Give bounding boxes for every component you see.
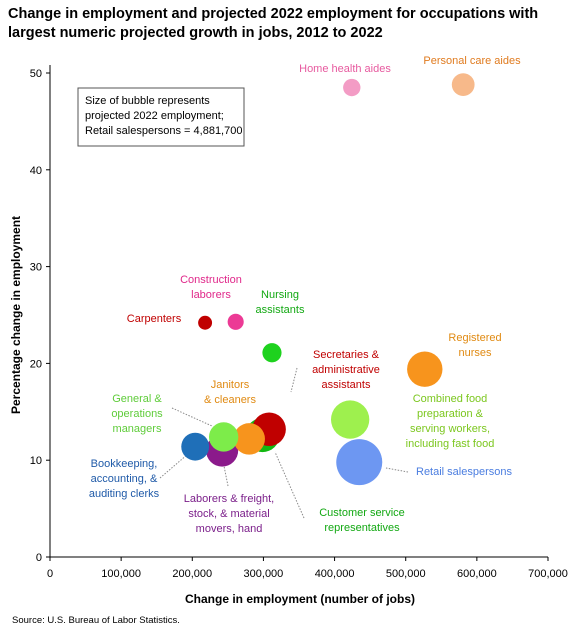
chart-title-line: largest numeric projected growth in jobs… [8,25,383,41]
y-tick-label: 0 [36,552,42,564]
bubble [208,422,239,452]
bubble-label: Bookkeeping, accounting, & auditing clerks [89,458,160,500]
y-tick-label: 50 [30,68,42,80]
note-line: projected 2022 employment; [85,110,224,122]
y-tick-label: 20 [30,358,42,370]
x-tick-label: 200,000 [172,568,212,580]
bubble-label: Home health aides [299,63,391,75]
bubble [330,400,370,439]
bubble [407,351,443,387]
leader-line [274,451,305,519]
leader-line [159,453,189,479]
note-line: Retail salespersons = 4,881,700 [85,125,242,137]
bubble-label: Laborers & freight, stock, & material move… [184,493,275,535]
bubble-label: Registered nurses [448,332,501,359]
x-tick-label: 300,000 [244,568,284,580]
bubble-label: General & operations managers [111,393,163,435]
bubble [181,432,210,461]
y-tick-label: 40 [30,165,42,177]
x-tick-label: 600,000 [457,568,497,580]
bubble [227,313,244,330]
bubble [451,73,475,96]
bubble-label: Retail salespersons [416,466,512,478]
leader-lines [159,367,409,519]
bubbles [181,73,475,486]
bubble [343,78,361,97]
note-line: Size of bubble represents [85,95,210,107]
note-box [77,87,245,147]
bubble-label: Janitors & cleaners [204,379,256,406]
chart-title-line: Change in employment and projected 2022 … [8,6,538,22]
bubble [198,315,213,330]
leader-line [385,467,409,473]
x-tick-label: 0 [47,568,53,580]
bubble-label: Personal care aides [423,55,521,67]
bubble-label: Carpenters [127,313,182,325]
bubble-label: Customer service representatives [319,507,405,534]
x-tick-label: 400,000 [315,568,355,580]
bubble [233,423,265,455]
x-tick-label: 500,000 [386,568,426,580]
y-tick-label: 30 [30,262,42,274]
y-axis-label: Percentage change in employment [9,216,23,414]
size-legend-note: Size of bubble represents projected 2022 … [77,87,245,147]
x-tick-label: 100,000 [101,568,141,580]
bubble-labels: Personal care aides Home health aides Cons… [89,55,521,535]
axes: 0 10 20 30 40 50 0 100,000 200,000 300,000 400,000… [30,65,568,580]
bubble-label: Secretaries & administrative assistants [312,349,380,391]
leader-line [223,465,229,487]
x-axis-label: Change in employment (number of jobs) [185,592,415,606]
leader-line [171,407,213,427]
bubble-label: Construction laborers [180,274,242,301]
bubble-label: Nursing assistants [256,289,305,316]
bubble [336,439,383,486]
chart-title: Change in employment and projected 2022 … [8,6,538,41]
leader-line [290,367,298,393]
bubble-label: Combined food preparation & serving worker… [406,393,495,450]
source-note: Source: U.S. Bureau of Labor Statistics. [12,615,180,626]
x-tick-label: 700,000 [528,568,568,580]
bubble [262,343,282,363]
y-tick-label: 10 [30,455,42,467]
